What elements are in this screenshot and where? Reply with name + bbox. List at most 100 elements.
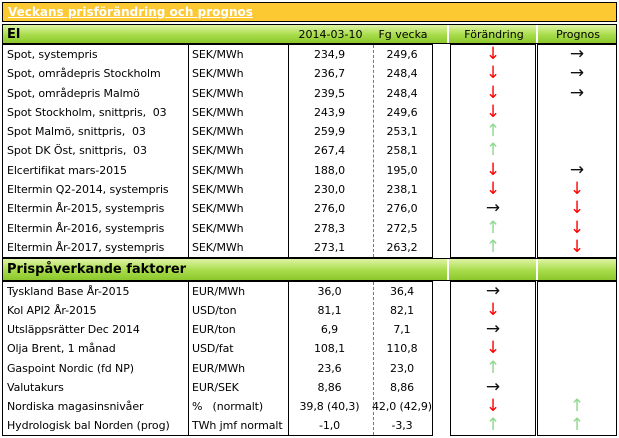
row-unit: SEK/MWh (192, 221, 244, 235)
forecast-arrow-cell (537, 339, 617, 358)
forecast-arrow-cell (537, 359, 617, 378)
row-label: Valutakurs (7, 380, 64, 394)
section-header-factors: Prispåverkande faktorer (2, 258, 617, 281)
column-divider (288, 282, 289, 435)
down-arrow-icon: ↓ (485, 179, 501, 199)
row-current-value: 259,9 (314, 125, 345, 139)
column-header-date: 2014-03-10 (298, 27, 363, 41)
forecast-arrow-cell: → (537, 161, 617, 180)
table-row: Spot, områdepris Stockholm SEK/MWh 236,7 24… (0, 64, 619, 83)
column-header-forecast: Prognos (556, 27, 600, 41)
change-arrow-cell: ↑ (450, 416, 536, 435)
row-unit: SEK/MWh (192, 125, 244, 139)
row-current-value: 267,4 (314, 144, 345, 158)
change-arrow-cell: ↓ (450, 45, 536, 64)
column-header-previous-week: Fg vecka (378, 27, 428, 41)
column-divider (288, 45, 289, 257)
change-arrow-cell: ↑ (450, 359, 536, 378)
forecast-arrow-cell: ↑ (537, 397, 617, 416)
right-arrow-icon: → (485, 199, 501, 219)
change-arrow-cell: ↑ (450, 238, 536, 257)
row-current-value: 23,6 (317, 361, 342, 375)
change-arrow-cell: ↓ (450, 397, 536, 416)
table-frame (2, 281, 433, 436)
column-divider (188, 45, 189, 257)
forecast-arrow-cell: ↓ (537, 199, 617, 218)
down-arrow-icon: ↓ (485, 339, 501, 359)
change-arrow-cell: ↑ (450, 218, 536, 237)
row-current-value: 8,86 (317, 380, 342, 394)
row-previous-value: 248,4 (386, 67, 418, 81)
row-current-value: 230,0 (314, 182, 345, 196)
change-arrow-cell: ↓ (450, 64, 536, 83)
table-row: Spot, systempris SEK/MWh 234,9 249,6 ↓ → (0, 45, 619, 64)
change-arrow-cell: ↓ (450, 180, 536, 199)
row-previous-value: 253,1 (386, 125, 418, 139)
row-unit: USD/ton (192, 304, 237, 318)
down-arrow-icon: ↓ (569, 199, 585, 219)
column-divider-dotted (373, 45, 374, 257)
row-current-value: 276,0 (314, 202, 345, 216)
rows-container: Tyskland Base År-2015 EUR/MWh 36,0 36,4 → Kol… (0, 282, 619, 435)
change-column-frame (450, 281, 536, 436)
row-previous-value: 36,4 (389, 285, 415, 299)
row-previous-value: 82,1 (389, 304, 415, 318)
row-unit: SEK/MWh (192, 86, 244, 100)
up-arrow-icon: ↑ (485, 237, 501, 257)
row-unit: SEK/MWh (192, 202, 244, 216)
right-arrow-icon: → (569, 64, 585, 84)
row-label: Eltermin År-2015, systempris (7, 202, 165, 216)
column-header-change: Förändring (464, 27, 524, 41)
right-arrow-icon: → (485, 320, 501, 340)
section-title-factors: Prispåverkande faktorer (7, 262, 187, 277)
row-unit: SEK/MWh (192, 48, 244, 62)
change-arrow-cell: ↑ (450, 141, 536, 160)
forecast-arrow-cell (537, 301, 617, 320)
table-row: Eltermin Q2-2014, systempris SEK/MWh 230,0… (0, 180, 619, 199)
section-header-el: El 2014-03-10 Fg vecka Förändring Progno… (2, 24, 617, 44)
row-label: Eltermin Q2-2014, systempris (7, 182, 169, 196)
down-arrow-icon: ↓ (485, 160, 501, 180)
row-label: Olja Brent, 1 månad (7, 342, 116, 356)
change-arrow-cell: ↓ (450, 161, 536, 180)
table-row: Spot Stockholm, snittpris, 03 SEK/MWh 243,… (0, 103, 619, 122)
column-divider (188, 282, 189, 435)
change-arrow-cell: ↓ (450, 84, 536, 103)
row-previous-value: 272,5 (386, 221, 418, 235)
row-previous-value: 248,4 (386, 86, 418, 100)
change-arrow-cell: ↓ (450, 339, 536, 358)
down-arrow-icon: ↓ (485, 396, 501, 416)
row-label: Spot, systempris (7, 48, 98, 62)
row-current-value: 6,9 (320, 323, 339, 337)
change-arrow-cell: → (450, 199, 536, 218)
row-label: Kol API2 År-2015 (7, 304, 97, 318)
column-divider-dotted (373, 282, 374, 435)
row-label: Spot, områdepris Stockholm (7, 67, 161, 81)
change-arrow-cell: ↓ (450, 103, 536, 122)
row-previous-value: 42,0 (42,9) (372, 399, 432, 413)
table-row: Hydrologisk bal Norden (prog) TWh jmf nor… (0, 416, 619, 435)
forecast-arrow-cell (537, 282, 617, 301)
row-label: Tyskland Base År-2015 (7, 285, 130, 299)
row-current-value: 108,1 (314, 342, 345, 356)
row-current-value: 81,1 (317, 304, 342, 318)
row-previous-value: 263,2 (386, 240, 418, 254)
up-arrow-icon: ↑ (485, 415, 501, 435)
up-arrow-icon: ↑ (485, 141, 501, 161)
row-previous-value: 195,0 (386, 163, 418, 177)
down-arrow-icon: ↓ (485, 64, 501, 84)
forecast-arrow-cell (537, 103, 617, 122)
table-row: Eltermin År-2017, systempris SEK/MWh 273,1… (0, 238, 619, 257)
row-label: Eltermin År-2016, systempris (7, 221, 165, 235)
row-current-value: 39,8 (40,3) (299, 399, 360, 413)
row-label: Spot Stockholm, snittpris, 03 (7, 105, 167, 119)
change-arrow-cell: → (450, 378, 536, 397)
row-unit: SEK/MWh (192, 105, 244, 119)
band-divider (536, 259, 538, 280)
row-current-value: 239,5 (314, 86, 345, 100)
row-previous-value: 7,1 (393, 323, 411, 337)
forecast-arrow-cell: ↓ (537, 180, 617, 199)
row-unit: EUR/SEK (192, 380, 239, 394)
row-current-value: 234,9 (314, 48, 345, 62)
